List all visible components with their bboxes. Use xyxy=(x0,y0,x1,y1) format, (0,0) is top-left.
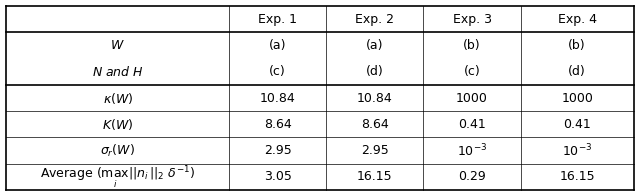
Text: 1000: 1000 xyxy=(561,92,593,104)
Text: 10.84: 10.84 xyxy=(260,92,296,104)
Text: 16.15: 16.15 xyxy=(559,171,595,183)
Text: (b): (b) xyxy=(463,39,481,52)
Text: Exp. 1: Exp. 1 xyxy=(258,13,297,25)
Text: 16.15: 16.15 xyxy=(357,171,393,183)
Text: $N$ and $H$: $N$ and $H$ xyxy=(92,65,143,79)
Text: $\sigma_r(W)$: $\sigma_r(W)$ xyxy=(100,143,135,159)
Text: $10^{-3}$: $10^{-3}$ xyxy=(457,142,487,159)
Text: (d): (d) xyxy=(366,65,384,78)
Text: 2.95: 2.95 xyxy=(264,144,292,157)
Text: Exp. 4: Exp. 4 xyxy=(557,13,596,25)
Text: $W$: $W$ xyxy=(110,39,125,52)
Text: Exp. 2: Exp. 2 xyxy=(355,13,394,25)
Text: 1000: 1000 xyxy=(456,92,488,104)
Text: (b): (b) xyxy=(568,39,586,52)
Text: (a): (a) xyxy=(366,39,383,52)
Text: (d): (d) xyxy=(568,65,586,78)
Text: (c): (c) xyxy=(269,65,286,78)
Text: 10.84: 10.84 xyxy=(357,92,393,104)
Text: $\kappa(W)$: $\kappa(W)$ xyxy=(102,91,133,105)
Text: $10^{-3}$: $10^{-3}$ xyxy=(562,142,592,159)
Text: 3.05: 3.05 xyxy=(264,171,292,183)
Text: Exp. 3: Exp. 3 xyxy=(452,13,492,25)
Text: (c): (c) xyxy=(464,65,481,78)
Text: 0.41: 0.41 xyxy=(458,118,486,131)
Text: Average $(\max_i ||n_i||_2\ \delta^{-1})$: Average $(\max_i ||n_i||_2\ \delta^{-1})… xyxy=(40,164,195,190)
Text: 2.95: 2.95 xyxy=(361,144,388,157)
Text: 0.29: 0.29 xyxy=(458,171,486,183)
Text: (a): (a) xyxy=(269,39,287,52)
Text: 0.41: 0.41 xyxy=(563,118,591,131)
Text: 8.64: 8.64 xyxy=(264,118,292,131)
Text: 8.64: 8.64 xyxy=(361,118,388,131)
Text: $K(W)$: $K(W)$ xyxy=(102,117,133,132)
